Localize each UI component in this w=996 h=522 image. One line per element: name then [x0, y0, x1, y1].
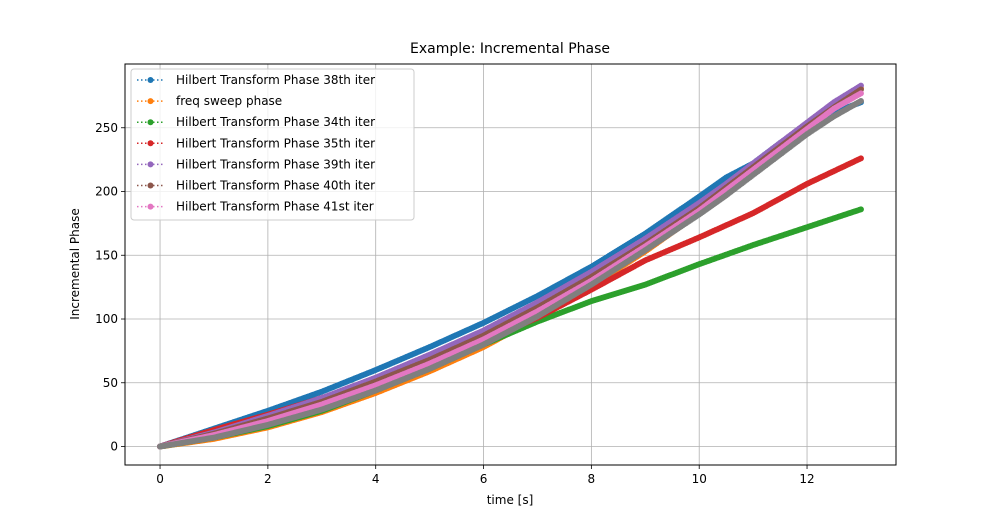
x-tick-label: 0	[156, 472, 164, 486]
legend-label: Hilbert Transform Phase 35th iter	[176, 136, 375, 150]
legend-marker	[147, 119, 154, 126]
legend-marker	[147, 140, 154, 147]
legend-label: freq sweep phase	[176, 94, 282, 108]
legend-entry: Hilbert Transform Phase 35th iter	[137, 136, 375, 150]
legend-label: Hilbert Transform Phase 34th iter	[176, 115, 375, 129]
series-layer	[157, 82, 864, 450]
y-tick-label: 200	[95, 185, 118, 199]
legend-marker	[147, 77, 154, 83]
series-8	[157, 97, 864, 450]
series-3	[157, 206, 864, 450]
y-tick-label: 100	[95, 312, 118, 326]
chart-title: Example: Incremental Phase	[410, 41, 610, 57]
x-tick-label: 10	[692, 472, 707, 486]
y-tick-label: 0	[110, 440, 118, 454]
plot-frame	[124, 63, 897, 466]
y-axis-label: Incremental Phase	[68, 208, 82, 320]
legend-marker	[147, 203, 154, 210]
y-tick-label: 50	[103, 376, 118, 390]
legend-marker	[147, 182, 154, 189]
legend-label: Hilbert Transform Phase 38th iter	[176, 73, 375, 87]
x-tick-label: 2	[264, 472, 272, 486]
legend-entry: Hilbert Transform Phase 39th iter	[137, 157, 375, 171]
legend-label: Hilbert Transform Phase 39th iter	[176, 157, 375, 171]
x-tick-label: 4	[372, 472, 380, 486]
legend-marker	[147, 98, 154, 105]
legend-marker	[147, 161, 154, 168]
legend-entry: Hilbert Transform Phase 38th iter	[137, 73, 375, 87]
legend-entry: Hilbert Transform Phase 34th iter	[137, 115, 375, 129]
x-tick-label: 12	[799, 472, 814, 486]
series-7	[157, 90, 864, 450]
x-axis-label: time [s]	[487, 493, 534, 507]
y-axis-ticks: 0 50 100 150 200 250	[95, 121, 125, 454]
legend: Hilbert Transform Phase 38th iter freq sw…	[130, 68, 415, 221]
series-4	[157, 155, 864, 450]
legend-label: Hilbert Transform Phase 40th iter	[176, 179, 375, 193]
legend-entry: freq sweep phase	[137, 94, 282, 108]
legend-entry: Hilbert Transform Phase 40th iter	[137, 179, 375, 193]
legend-label: Hilbert Transform Phase 41st iter	[176, 200, 374, 214]
legend-box	[130, 68, 415, 221]
x-tick-label: 8	[588, 472, 596, 486]
y-tick-label: 250	[95, 121, 118, 135]
legend-entry: Hilbert Transform Phase 41st iter	[137, 200, 374, 214]
x-axis-ticks: 0 2 4 6 8 10 12	[156, 465, 815, 486]
series-markers	[157, 206, 864, 450]
y-tick-label: 150	[95, 248, 118, 262]
x-tick-label: 6	[480, 472, 488, 486]
